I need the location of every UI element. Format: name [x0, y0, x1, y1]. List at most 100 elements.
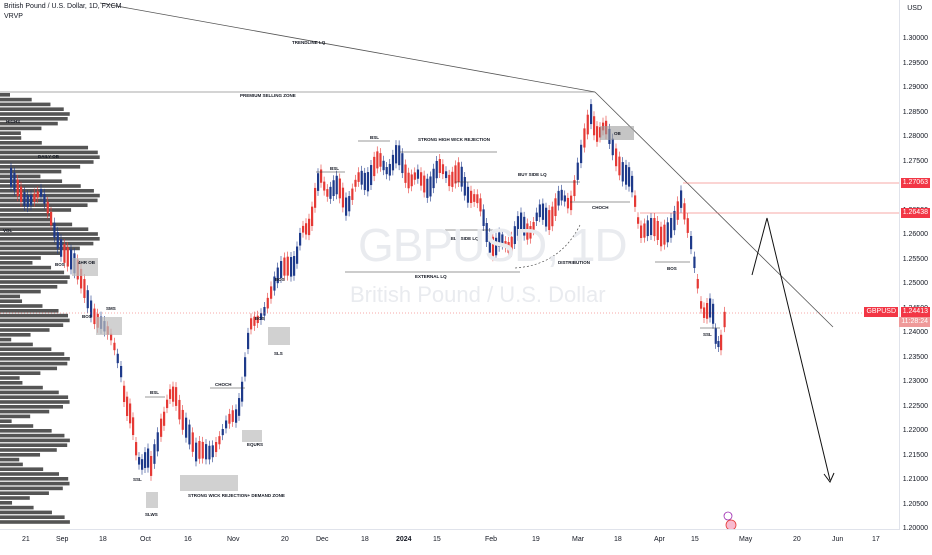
volume-bar [0, 477, 69, 481]
candle-body [296, 246, 299, 264]
candle-body [63, 244, 66, 263]
time-tick: Oct [140, 536, 151, 543]
candle-body [676, 201, 679, 220]
candle-body [116, 353, 119, 364]
bos-label-2: BOS [82, 314, 92, 319]
candle-body [360, 170, 363, 185]
candle-body [345, 197, 348, 216]
chart-title: British Pound / U.S. Dollar, 1D, FXCM [4, 3, 122, 10]
volume-bar [0, 285, 58, 289]
choch-label-1: CHOCH [215, 382, 232, 387]
candle-body [631, 175, 634, 193]
candle-body [308, 218, 311, 236]
volume-bar [0, 145, 89, 150]
candle-body [93, 308, 96, 325]
price-tick: 1.27500 [902, 157, 928, 165]
candle-body [479, 198, 482, 212]
candle-body [228, 413, 231, 424]
currency-label[interactable]: USD [907, 5, 922, 12]
candle-body [46, 201, 49, 214]
candle-body [40, 188, 43, 197]
countdown-tag: 11:28:24 [899, 317, 930, 327]
volume-bar [0, 486, 63, 491]
time-tick: 18 [99, 536, 107, 543]
distribution-curve [514, 224, 581, 269]
indicator-label[interactable]: VRVP [4, 13, 23, 20]
candle-body [563, 195, 566, 202]
candle-body [615, 148, 618, 167]
candle-body [628, 167, 631, 187]
volume-bar [0, 414, 31, 419]
candle-body [244, 357, 247, 377]
candle-body [120, 365, 123, 378]
candle-body [253, 316, 256, 326]
time-tick: 15 [433, 536, 441, 543]
candle-body [423, 175, 426, 193]
volume-bar [0, 184, 81, 188]
volume-bar [0, 237, 100, 241]
candle-body [541, 203, 545, 220]
volume-bar [0, 189, 94, 193]
candle-body [583, 128, 586, 148]
time-tick: 21 [22, 536, 30, 543]
volume-bar [0, 453, 41, 457]
candle-body [686, 218, 689, 233]
candle-body [56, 232, 59, 249]
candle-body [398, 145, 401, 166]
candle-body [548, 210, 551, 231]
volume-bar [0, 126, 42, 131]
candle-body [429, 176, 432, 197]
candle-body [700, 301, 703, 309]
candle-body [573, 180, 576, 197]
volume-bar [0, 222, 73, 227]
candle-body [302, 225, 305, 233]
time-axis[interactable]: 21 Sep 18 Oct 16 Nov 20 Dec 18 2024 15 Feb 19 Mar 18 Ap… [0, 529, 900, 550]
candle-body [305, 223, 308, 235]
price-tick: 1.30000 [902, 35, 928, 42]
candle-body [290, 257, 293, 277]
volume-bar [0, 275, 70, 279]
candle-body [570, 195, 573, 211]
candle-body [273, 276, 276, 291]
candle-body [276, 267, 279, 284]
candle-body [637, 217, 640, 224]
time-tick: 2024 [396, 536, 412, 543]
candle-body [241, 381, 244, 402]
highs-label: HIGHS [6, 119, 20, 124]
time-tick: Jun [832, 536, 844, 543]
candle-body [426, 178, 429, 198]
candle-body [580, 144, 583, 164]
candle-body [516, 216, 520, 236]
volume-bar [0, 265, 52, 270]
volume-bar [0, 299, 23, 303]
volume-bar [0, 505, 34, 510]
vol-label: VOL [3, 228, 13, 233]
volume-bar [0, 501, 13, 505]
event-icon[interactable] [723, 511, 733, 521]
candle-body [520, 212, 523, 233]
current-price-tag: 1.24413 [900, 307, 930, 317]
buy-side-label: BUY SIDE LQ [518, 172, 547, 177]
candle-body [407, 172, 410, 189]
candle-body [195, 442, 198, 462]
candle-body [221, 429, 224, 436]
price-axis[interactable]: USD 1.30000 1.29500 1.29000 1.28500 1.28000 1… [899, 0, 932, 532]
candle-body [138, 457, 141, 465]
candle-body [401, 153, 404, 174]
candle-body [432, 168, 435, 189]
sls-label: SLS [274, 351, 283, 356]
price-tick: 1.29000 [902, 84, 928, 91]
candle-body [66, 247, 69, 267]
candle-body [26, 195, 29, 208]
volume-bar [0, 136, 22, 140]
candle-body [643, 223, 646, 238]
time-tick: 19 [532, 536, 540, 543]
candle-body [60, 239, 63, 257]
price-tick: 1.21000 [902, 476, 928, 483]
price-tick: 1.25000 [902, 280, 928, 287]
candle-body [451, 171, 454, 187]
candle-body [551, 206, 554, 227]
volume-bar [0, 419, 12, 423]
